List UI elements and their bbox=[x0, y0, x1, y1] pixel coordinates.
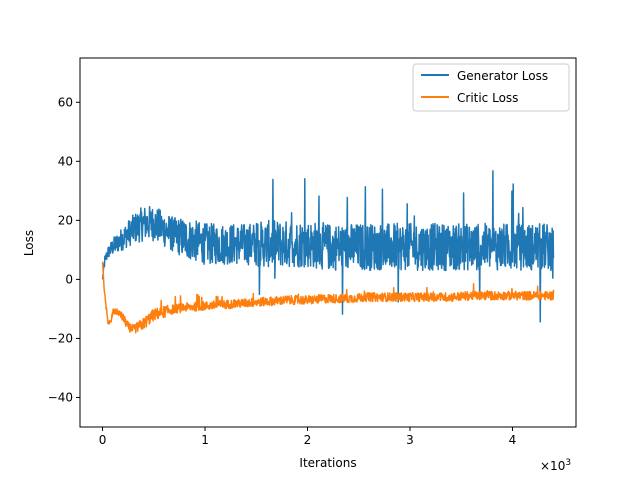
y-tick-label: 20 bbox=[58, 213, 73, 227]
y-tick-label: 40 bbox=[58, 154, 73, 168]
x-tick-label: 4 bbox=[509, 433, 517, 447]
generator-loss-line bbox=[101, 170, 555, 323]
x-axis-offset-base: ×10 bbox=[540, 459, 565, 473]
y-tick-label: 0 bbox=[65, 272, 73, 286]
legend-box bbox=[412, 63, 570, 112]
x-axis-offset-exponent: 3 bbox=[565, 458, 571, 468]
legend: Generator Loss Critic Loss bbox=[412, 63, 570, 112]
x-axis-label: Iterations bbox=[299, 456, 356, 470]
y-tick-label: −40 bbox=[48, 390, 73, 404]
plot-frame bbox=[79, 57, 577, 428]
legend-label-critic: Critic Loss bbox=[457, 91, 518, 105]
x-axis-offset-label: ×103 bbox=[540, 458, 571, 473]
x-axis-ticks: 0 1 2 3 4 bbox=[99, 427, 517, 447]
x-tick-label: 3 bbox=[406, 433, 414, 447]
y-axis-label: Loss bbox=[22, 230, 36, 256]
critic-loss-line bbox=[101, 261, 555, 334]
legend-label-generator: Generator Loss bbox=[457, 69, 548, 83]
y-axis-ticks: −40 −20 0 20 40 60 bbox=[48, 95, 80, 404]
series-layer bbox=[101, 170, 555, 334]
y-tick-label: 60 bbox=[58, 95, 73, 109]
x-tick-label: 1 bbox=[201, 433, 209, 447]
y-tick-label: −20 bbox=[48, 331, 73, 345]
x-tick-label: 2 bbox=[304, 433, 312, 447]
x-tick-label: 0 bbox=[99, 433, 107, 447]
